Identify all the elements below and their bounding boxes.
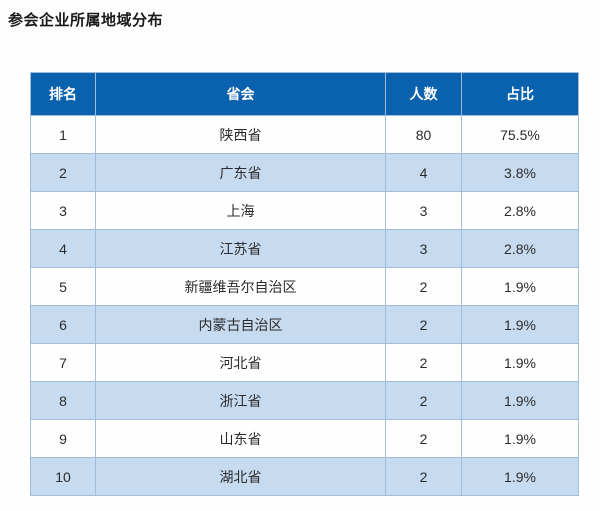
cell-count: 2 [385,457,462,496]
cell-rank: 9 [30,419,96,458]
table-row: 7 河北省 2 1.9% [30,343,579,382]
cell-count: 2 [385,305,462,344]
table-row: 6 内蒙古自治区 2 1.9% [30,305,579,344]
cell-province: 湖北省 [95,457,386,496]
cell-province: 河北省 [95,343,386,382]
cell-count: 2 [385,419,462,458]
cell-count: 3 [385,229,462,268]
cell-rank: 7 [30,343,96,382]
column-header-rank: 排名 [30,72,96,116]
column-header-count: 人数 [385,72,462,116]
cell-province: 江苏省 [95,229,386,268]
cell-province: 上海 [95,191,386,230]
cell-province: 陕西省 [95,115,386,154]
cell-percent: 75.5% [461,115,579,154]
cell-count: 80 [385,115,462,154]
table-row: 5 新疆维吾尔自治区 2 1.9% [30,267,579,306]
cell-percent: 1.9% [461,305,579,344]
table-row: 4 江苏省 3 2.8% [30,229,579,268]
cell-province: 山东省 [95,419,386,458]
cell-province: 浙江省 [95,381,386,420]
cell-percent: 1.9% [461,457,579,496]
cell-rank: 1 [30,115,96,154]
table-row: 2 广东省 4 3.8% [30,153,579,192]
header-row: 排名 省会 人数 占比 [30,72,579,116]
cell-percent: 1.9% [461,381,579,420]
cell-rank: 8 [30,381,96,420]
table-header: 排名 省会 人数 占比 [30,72,579,116]
cell-rank: 10 [30,457,96,496]
cell-province: 内蒙古自治区 [95,305,386,344]
cell-percent: 1.9% [461,419,579,458]
table-body: 1 陕西省 80 75.5% 2 广东省 4 3.8% 3 上海 3 2.8% … [30,115,579,496]
table-row: 1 陕西省 80 75.5% [30,115,579,154]
cell-count: 3 [385,191,462,230]
table-row: 9 山东省 2 1.9% [30,419,579,458]
table-row: 10 湖北省 2 1.9% [30,457,579,496]
table-row: 8 浙江省 2 1.9% [30,381,579,420]
cell-count: 4 [385,153,462,192]
cell-rank: 6 [30,305,96,344]
cell-rank: 3 [30,191,96,230]
cell-province: 广东省 [95,153,386,192]
cell-rank: 4 [30,229,96,268]
cell-percent: 1.9% [461,343,579,382]
cell-percent: 3.8% [461,153,579,192]
page-title: 参会企业所属地域分布 [8,12,164,29]
cell-count: 2 [385,381,462,420]
column-header-province: 省会 [95,72,386,116]
cell-percent: 2.8% [461,191,579,230]
cell-rank: 5 [30,267,96,306]
cell-province: 新疆维吾尔自治区 [95,267,386,306]
column-header-percent: 占比 [461,72,579,116]
cell-percent: 1.9% [461,267,579,306]
cell-rank: 2 [30,153,96,192]
cell-percent: 2.8% [461,229,579,268]
cell-count: 2 [385,343,462,382]
cell-count: 2 [385,267,462,306]
region-distribution-table: 排名 省会 人数 占比 1 陕西省 80 75.5% 2 广东省 4 3.8% … [30,72,579,496]
table-row: 3 上海 3 2.8% [30,191,579,230]
